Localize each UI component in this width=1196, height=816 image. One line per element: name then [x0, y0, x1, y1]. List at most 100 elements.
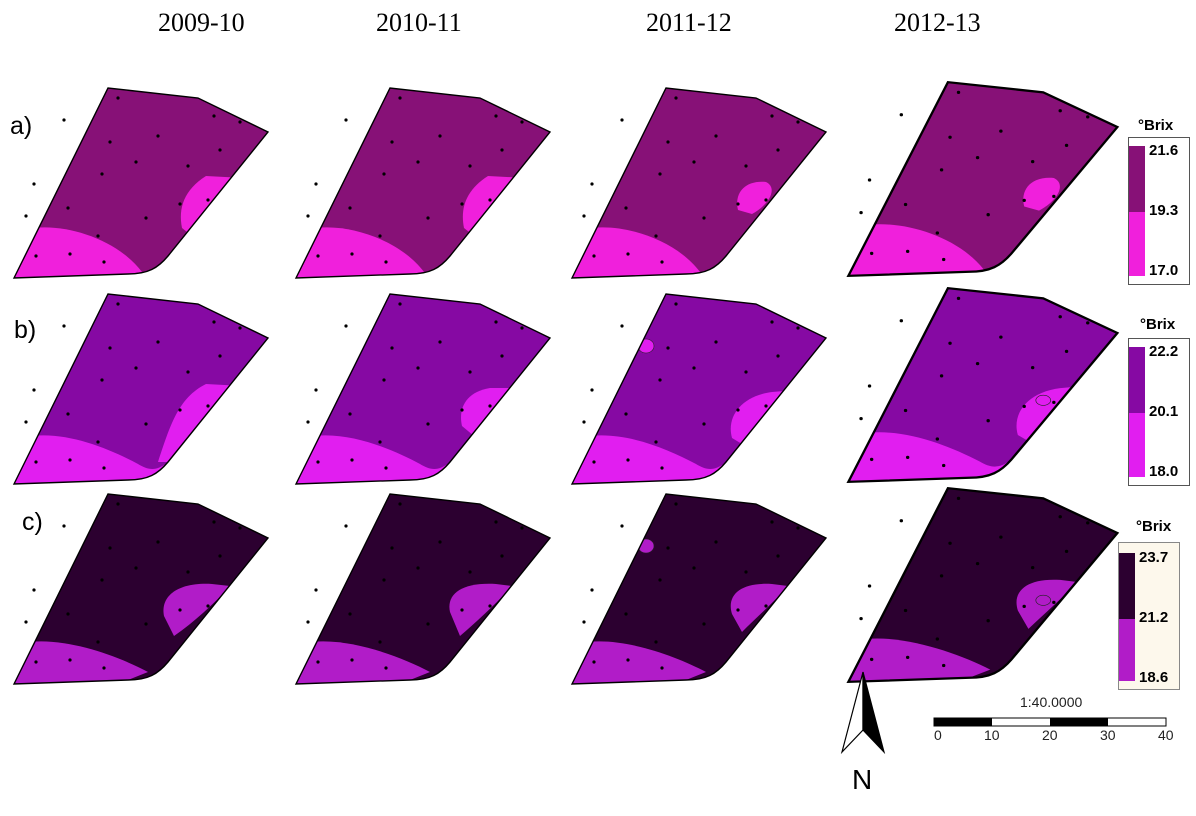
sample-point	[344, 524, 348, 528]
sample-point	[1022, 404, 1026, 409]
sample-point	[582, 420, 586, 424]
field-outline	[846, 80, 1120, 278]
field-outline	[294, 493, 552, 685]
sample-point	[986, 619, 990, 623]
sample-point	[660, 466, 664, 470]
sample-point	[692, 160, 696, 164]
sample-point	[314, 388, 318, 392]
sample-point	[1086, 521, 1090, 525]
legend-min: 17.0	[1149, 262, 1179, 279]
sample-point	[899, 319, 904, 323]
legend-max: 23.7	[1139, 549, 1169, 566]
sample-point	[500, 554, 504, 558]
sample-point	[744, 570, 748, 574]
zone-low-southwest	[848, 224, 984, 276]
sample-point	[1052, 194, 1056, 198]
north-label: N	[852, 764, 873, 795]
sample-point	[592, 460, 596, 464]
zone-high	[572, 88, 826, 278]
sample-point	[316, 460, 320, 464]
sample-point	[350, 252, 354, 256]
sample-point	[975, 155, 980, 160]
sample-point	[378, 640, 382, 644]
zone-low-southwest	[296, 227, 424, 278]
sample-point	[770, 114, 774, 118]
sample-point	[102, 466, 106, 470]
zone-low-spot	[1035, 394, 1051, 406]
sample-point	[108, 140, 112, 144]
sample-point	[186, 164, 190, 168]
zone-low-southwest	[296, 435, 450, 484]
sample-point	[34, 660, 38, 664]
sample-point	[390, 346, 394, 350]
sample-point	[390, 140, 394, 144]
sample-point	[66, 412, 70, 416]
sample-point	[624, 206, 628, 210]
sample-point	[658, 578, 662, 582]
sample-point	[62, 324, 66, 328]
sample-point	[520, 526, 524, 530]
zone-high	[848, 82, 1118, 276]
field-map-1-2	[294, 87, 552, 279]
sample-point	[975, 361, 980, 366]
legend-swatch-high	[1119, 553, 1135, 619]
sample-point	[416, 566, 420, 570]
sample-point	[134, 160, 138, 164]
sample-point	[905, 655, 910, 660]
sample-point	[156, 340, 160, 344]
sample-point	[156, 540, 160, 544]
north-arrow-icon	[840, 671, 886, 755]
sample-point	[348, 612, 352, 616]
sample-point	[384, 260, 388, 264]
sample-point	[218, 354, 222, 358]
sample-point	[218, 148, 222, 152]
sample-point	[869, 657, 874, 662]
scale-tick-0: 0	[934, 727, 942, 743]
sample-point	[314, 182, 318, 186]
legend-mid: 21.2	[1139, 609, 1169, 626]
sample-point	[488, 604, 492, 608]
field-outline	[12, 87, 270, 279]
field-map-2-4	[846, 286, 1120, 484]
zone-high	[848, 488, 1118, 682]
sample-point	[344, 324, 348, 328]
legend-min: 18.6	[1139, 669, 1169, 686]
sample-point	[314, 588, 318, 592]
sample-point	[62, 118, 66, 122]
sample-point	[468, 164, 472, 168]
sample-point	[24, 620, 28, 624]
zone-low-southwest	[296, 641, 430, 684]
legend-swatch-low	[1129, 413, 1145, 477]
sample-point	[100, 378, 104, 382]
sample-point	[1030, 566, 1035, 570]
legend-title: °Brix	[1140, 316, 1176, 333]
sample-point	[32, 588, 36, 592]
sample-point	[590, 182, 594, 186]
field-map-2-3	[570, 293, 828, 485]
sample-point	[218, 554, 222, 558]
sample-point	[736, 202, 740, 206]
sample-point	[776, 354, 780, 358]
sample-point	[378, 234, 382, 238]
sample-point	[206, 404, 210, 408]
sample-point	[948, 541, 952, 545]
sample-point	[68, 458, 72, 462]
field-outline	[12, 293, 270, 485]
row-label-c: c)	[22, 508, 43, 536]
field-map-3-1	[12, 493, 270, 685]
sample-point	[500, 148, 504, 152]
sample-point	[859, 417, 863, 421]
zone-high	[572, 294, 826, 484]
scale-bar: 1:40.0000 0 10 20 30 40	[930, 694, 1180, 744]
sample-point	[438, 134, 442, 138]
legend-box: 23.7 21.2 18.6	[1118, 542, 1180, 690]
zone-high	[572, 494, 826, 684]
field-map-3-2	[294, 493, 552, 685]
sample-point	[468, 570, 472, 574]
legend-swatch-low	[1119, 619, 1135, 681]
sample-point	[108, 546, 112, 550]
sample-point	[975, 561, 980, 566]
sample-point	[186, 370, 190, 374]
year-header-2010-11: 2010-11	[376, 8, 462, 37]
sample-point	[426, 216, 430, 220]
